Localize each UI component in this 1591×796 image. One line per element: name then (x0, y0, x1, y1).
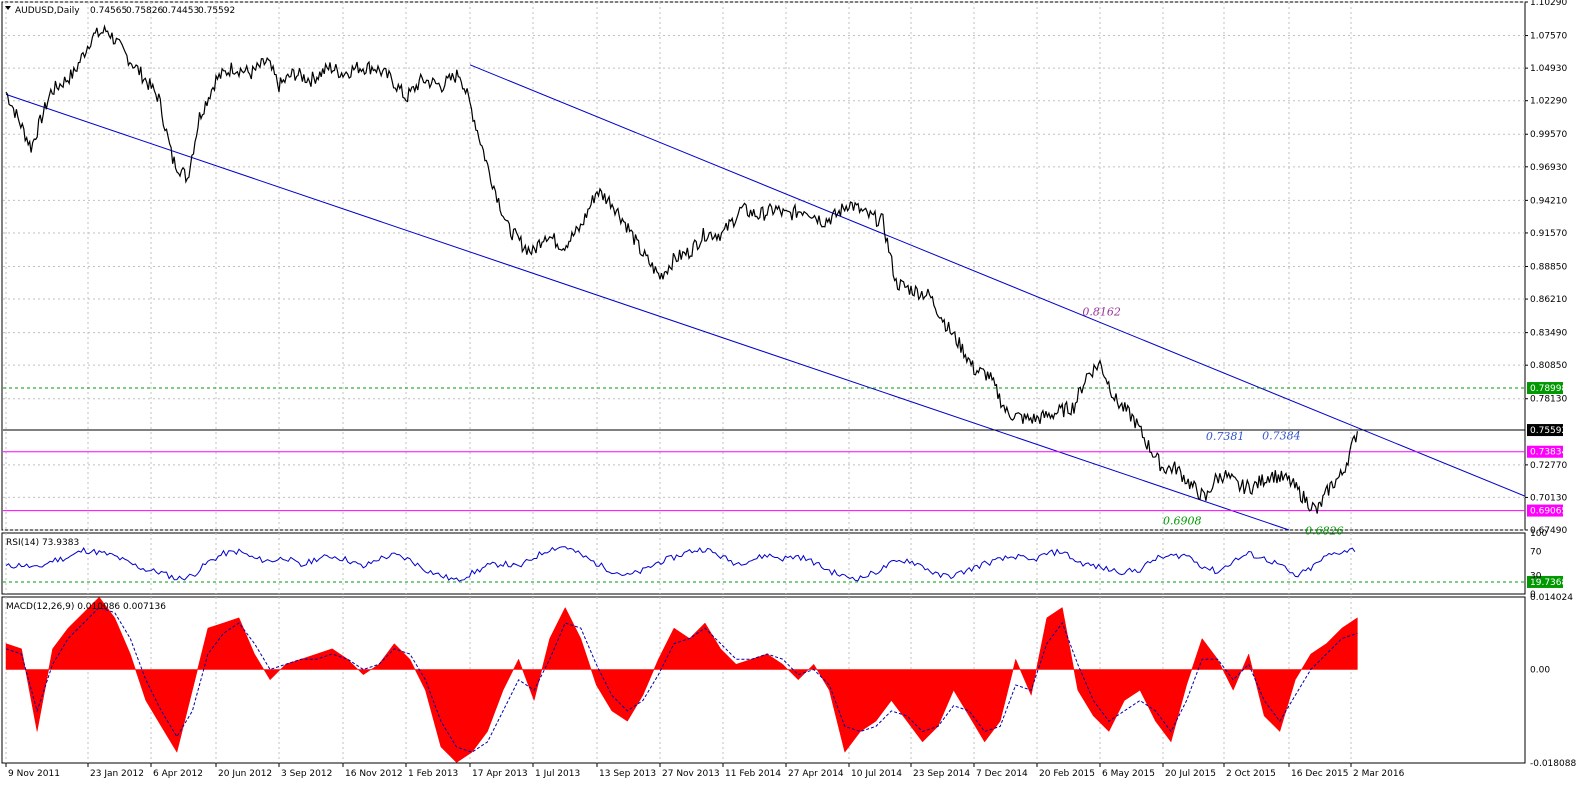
time-tick-label: 2 Oct 2015 (1226, 769, 1276, 779)
macd-tick-label: -0.018088 (1530, 759, 1576, 769)
rsi-line (5, 546, 1356, 582)
time-tick-label: 1 Jul 2013 (535, 769, 580, 779)
macd-series (5, 596, 1358, 763)
level-badge-label: 0.73834 (1530, 448, 1567, 458)
time-tick-label: 7 Dec 2014 (976, 769, 1028, 779)
level-badge (1527, 382, 1563, 395)
annotation-label: 0.7384 (1262, 430, 1301, 443)
price-tick-label: 1.10290 (1530, 0, 1567, 8)
price-annotations: 0.8162 0.7381 0.7384 0.6908 0.6826 (1082, 306, 1343, 538)
time-tick-label: 6 May 2015 (1102, 769, 1155, 779)
time-tick-label: 3 Sep 2012 (281, 769, 332, 779)
time-tick-label: 6 Apr 2012 (153, 769, 203, 779)
level-badge-label: 0.78998 (1530, 384, 1567, 394)
time-tick-label: 23 Sep 2014 (913, 769, 970, 779)
price-tick-label: 0.94210 (1530, 196, 1567, 206)
time-tick-label: 16 Nov 2012 (345, 769, 403, 779)
price-tick-label: 1.02290 (1530, 97, 1567, 107)
price-tick-label: 0.80850 (1530, 361, 1567, 371)
open-value: 0.74565 (90, 6, 127, 16)
level-badge (1527, 504, 1563, 517)
level-badge (1527, 445, 1563, 458)
annotation-label: 0.8162 (1082, 306, 1121, 319)
time-tick-label: 10 Jul 2014 (851, 769, 902, 779)
close-value: 0.75592 (198, 6, 235, 16)
time-tick-label: 2 Mar 2016 (1353, 769, 1405, 779)
channel-lower-line[interactable] (5, 93, 1290, 531)
time-tick-label: 20 Jun 2012 (218, 769, 272, 779)
panel-frame-2 (1, 532, 1526, 595)
time-tick-label: 16 Dec 2015 (1291, 769, 1349, 779)
triangle-down-icon[interactable] (5, 6, 11, 10)
price-tick-label: 0.83490 (1530, 329, 1567, 339)
time-tick-label: 23 Jan 2012 (90, 769, 144, 779)
price-tick-label: 0.91570 (1530, 229, 1567, 239)
level-badge-label: 0.69065 (1530, 507, 1567, 517)
low-value: 0.74453 (162, 6, 199, 16)
grid-layer (3, 1, 1525, 763)
annotation-label: 0.6826 (1305, 525, 1344, 538)
macd-title: MACD(12,26,9) 0.010086 0.007136 (6, 602, 166, 612)
time-tick-label: 9 Nov 2011 (8, 769, 60, 779)
horizontal-levels[interactable]: 0.78998 0.75592 0.73834 0.69065 (3, 382, 1567, 517)
price-tick-label: 0.88850 (1530, 262, 1567, 272)
price-series (5, 24, 1358, 514)
price-line (5, 24, 1358, 514)
level-badge-label: 0.75592 (1530, 426, 1567, 436)
price-tick-label: 1.04930 (1530, 64, 1567, 74)
price-tick-label: 0.99570 (1530, 130, 1567, 140)
price-tick-label: 0.70130 (1530, 493, 1567, 503)
rsi-level-badge (1527, 575, 1563, 588)
price-tick-label: 0.67490 (1530, 526, 1567, 536)
time-tick-label: 1 Feb 2013 (408, 769, 458, 779)
channel-upper-line[interactable] (469, 64, 1526, 497)
annotation-label: 0.6908 (1163, 514, 1202, 527)
time-tick-label: 20 Feb 2015 (1039, 769, 1095, 779)
time-tick-label: 11 Feb 2014 (725, 769, 781, 779)
price-tick-label: 0.78130 (1530, 395, 1567, 405)
time-tick-label: 13 Sep 2013 (599, 769, 656, 779)
macd-tick-label: 0.014024 (1530, 593, 1573, 603)
price-tick-label: 0.72770 (1530, 461, 1567, 471)
macd-tick-label: 0.00 (1530, 665, 1550, 675)
time-tick-label: 17 Apr 2013 (472, 769, 528, 779)
price-axis: 1.10290 1.07570 1.04930 1.02290 0.99570 0.969… (1525, 0, 1576, 769)
rsi-tick-label: 100 (1530, 529, 1547, 539)
annotation-label: 0.7381 (1206, 430, 1245, 443)
symbol-label: AUDUSD,Daily (15, 6, 80, 16)
time-tick-label: 27 Apr 2014 (788, 769, 844, 779)
rsi-level-label: 19.7368 (1530, 578, 1567, 588)
price-tick-label: 0.96930 (1530, 163, 1567, 173)
high-value: 0.75826 (126, 6, 163, 16)
rsi-series: 19.7368 (3, 546, 1567, 588)
main-header: AUDUSD,Daily 0.74565 0.75826 0.74453 0.7… (5, 6, 235, 16)
trend-channel[interactable] (5, 64, 1526, 531)
price-tick-label: 0.86210 (1530, 295, 1567, 305)
rsi-tick-label: 30 (1530, 572, 1542, 582)
time-tick-label: 27 Nov 2013 (662, 769, 720, 779)
time-tick-label: 20 Jul 2015 (1165, 769, 1216, 779)
time-axis: 9 Nov 2011 23 Jan 2012 6 Apr 2012 20 Jun 20… (5, 763, 1405, 779)
rsi-title: RSI(14) 73.9383 (6, 538, 79, 548)
level-badge (1527, 424, 1563, 437)
rsi-tick-label: 0 (1530, 590, 1536, 600)
rsi-tick-label: 70 (1530, 547, 1542, 557)
price-tick-label: 1.07570 (1530, 32, 1567, 42)
